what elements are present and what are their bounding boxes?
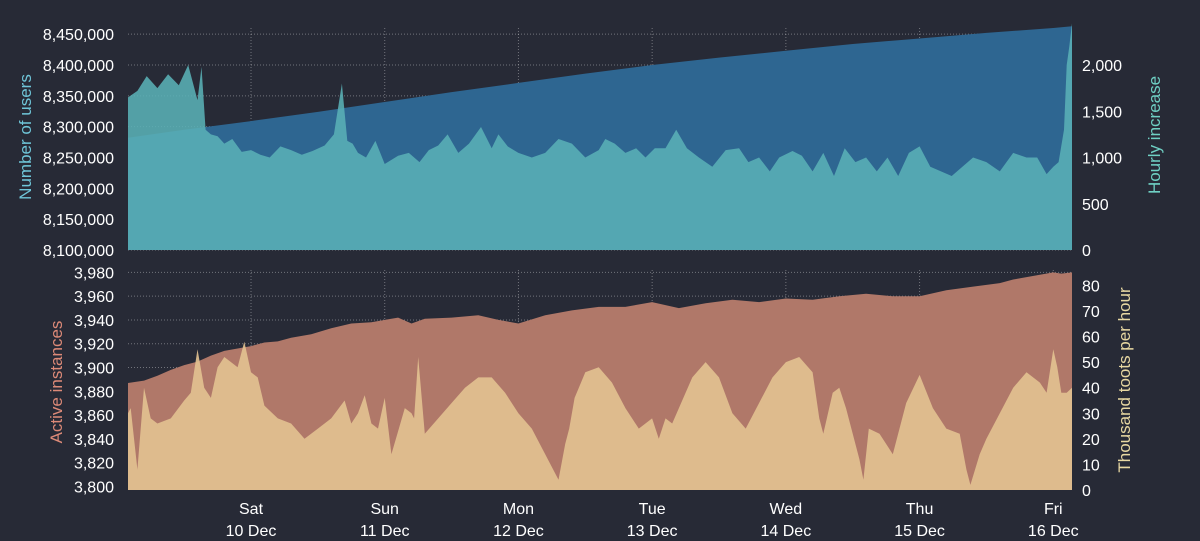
date-tick-date: 16 Dec <box>1028 523 1079 540</box>
users-tick-label: 8,150,000 <box>43 212 114 229</box>
instances-tick-label: 3,920 <box>74 337 114 354</box>
instances-tick-label: 3,880 <box>74 384 114 401</box>
instances-axis-title: Active instances <box>47 321 66 444</box>
instances-tick-label: 3,980 <box>74 265 114 282</box>
users-tick-label: 8,400,000 <box>43 58 114 75</box>
hourly-increase-area <box>128 23 1072 251</box>
toots-tick-label: 20 <box>1082 432 1100 449</box>
instances-tick-label: 3,900 <box>74 361 114 378</box>
date-tick-date: 10 Dec <box>226 523 277 540</box>
hourly-tick-label: 1,500 <box>1082 104 1122 121</box>
users-tick-label: 8,450,000 <box>43 27 114 44</box>
users-tick-label: 8,100,000 <box>43 243 114 260</box>
users-tick-label: 8,200,000 <box>43 181 114 198</box>
toots-tick-label: 30 <box>1082 406 1100 423</box>
instances-tick-label: 3,800 <box>74 479 114 496</box>
toots-tick-label: 80 <box>1082 278 1100 295</box>
users-tick-label: 8,250,000 <box>43 151 114 168</box>
hourly-axis-ticks: 0 500 1,000 1,500 2,000 <box>1082 58 1122 260</box>
toots-tick-label: 40 <box>1082 381 1100 398</box>
date-tick-day: Sat <box>239 501 264 518</box>
toots-tick-label: 0 <box>1082 483 1091 500</box>
date-tick-date: 12 Dec <box>493 523 544 540</box>
date-tick-day: Mon <box>503 501 534 518</box>
toots-tick-label: 50 <box>1082 355 1100 372</box>
date-tick-day: Tue <box>639 501 666 518</box>
date-tick-day: Fri <box>1044 501 1063 518</box>
toots-axis-ticks: 0 10 20 30 40 50 60 70 80 <box>1082 278 1100 500</box>
date-tick-day: Sun <box>370 501 398 518</box>
users-axis-ticks: 8,100,000 8,150,000 8,200,000 8,250,000 8,30… <box>43 27 114 260</box>
date-tick-day: Wed <box>770 501 803 518</box>
toots-tick-label: 70 <box>1082 304 1100 321</box>
toots-axis-title: Thousand toots per hour <box>1115 287 1134 473</box>
instances-tick-label: 3,960 <box>74 289 114 306</box>
instances-chart-panel: 3,800 3,820 3,840 3,860 3,880 3,900 3,920 3,940… <box>47 265 1134 500</box>
hourly-tick-label: 2,000 <box>1082 58 1122 75</box>
hourly-tick-label: 0 <box>1082 243 1091 260</box>
toots-area <box>128 341 1072 490</box>
date-tick-date: 13 Dec <box>627 523 678 540</box>
hourly-tick-label: 500 <box>1082 197 1109 214</box>
toots-tick-label: 60 <box>1082 330 1100 347</box>
users-tick-label: 8,300,000 <box>43 120 114 137</box>
instances-tick-label: 3,860 <box>74 408 114 425</box>
instances-axis-ticks: 3,800 3,820 3,840 3,860 3,880 3,900 3,920 3,940… <box>74 265 114 496</box>
hourly-tick-label: 1,000 <box>1082 151 1122 168</box>
users-axis-title: Number of users <box>16 74 35 200</box>
instances-tick-label: 3,820 <box>74 456 114 473</box>
toots-tick-label: 10 <box>1082 457 1100 474</box>
date-axis: Sat 10 Dec Sun 11 Dec Mon 12 Dec Tue 13 Dec Wed 1… <box>226 501 1079 540</box>
users-chart-panel: 8,100,000 8,150,000 8,200,000 8,250,000 8,30… <box>16 23 1164 260</box>
date-tick-date: 11 Dec <box>360 523 410 540</box>
users-chart-areas <box>128 23 1072 251</box>
hourly-axis-title: Hourly increase <box>1145 76 1164 194</box>
date-tick-day: Thu <box>906 501 934 518</box>
instances-tick-label: 3,840 <box>74 432 114 449</box>
date-tick-date: 14 Dec <box>761 523 812 540</box>
users-tick-label: 8,350,000 <box>43 89 114 106</box>
instances-chart-areas <box>128 272 1072 490</box>
date-tick-date: 15 Dec <box>894 523 945 540</box>
instances-tick-label: 3,940 <box>74 313 114 330</box>
